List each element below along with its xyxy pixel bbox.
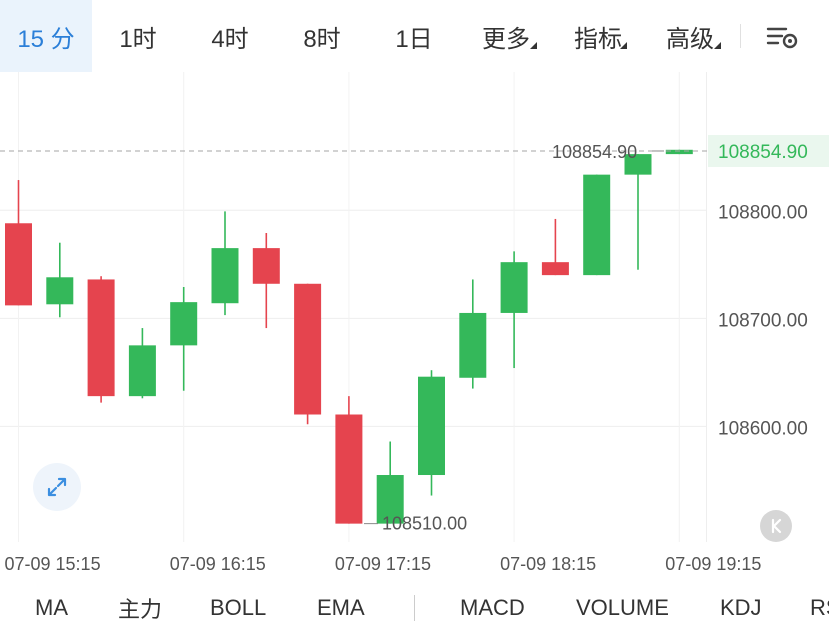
current-price-tag-bg bbox=[708, 134, 829, 167]
candle bbox=[500, 251, 528, 369]
candle bbox=[5, 180, 32, 306]
tab-15m[interactable]: 15 分 bbox=[0, 0, 92, 72]
x-tick-label: 07-09 19:15 bbox=[665, 554, 761, 574]
candle-body bbox=[459, 312, 487, 378]
indicator-main[interactable]: 主力 bbox=[118, 597, 163, 622]
candle bbox=[459, 279, 487, 389]
candle-body bbox=[376, 475, 404, 524]
candle-body bbox=[624, 154, 652, 175]
indicator-boll[interactable]: BOLL bbox=[210, 595, 267, 620]
indicator-ema[interactable]: EMA bbox=[317, 595, 365, 620]
low-price-label: 108510.00 bbox=[382, 514, 467, 534]
x-tick-label: 07-09 16:15 bbox=[170, 554, 266, 574]
tab-label: 高级 bbox=[666, 25, 714, 53]
candle-body bbox=[252, 248, 280, 284]
collapse-k-icon[interactable] bbox=[760, 510, 792, 542]
expand-arrows-icon[interactable] bbox=[33, 463, 81, 511]
candle-body bbox=[500, 262, 528, 313]
x-tick-label: 07-09 15:15 bbox=[5, 554, 101, 574]
candle bbox=[128, 328, 156, 399]
candle bbox=[418, 370, 445, 496]
candle-body bbox=[335, 414, 363, 524]
candle bbox=[211, 211, 239, 316]
tab-label: 8时 bbox=[303, 25, 341, 53]
toolbar-divider bbox=[740, 24, 741, 48]
current-price-label: 108854.90 bbox=[718, 142, 808, 163]
candle-body bbox=[418, 376, 445, 476]
indicator-ma[interactable]: MA bbox=[35, 595, 68, 620]
candle bbox=[624, 154, 652, 270]
y-tick-label: 108600.00 bbox=[718, 418, 808, 439]
high-price-label: 108854.90 bbox=[552, 142, 637, 162]
candle bbox=[87, 276, 115, 403]
tab-label: 15 分 bbox=[17, 25, 75, 53]
candle-body bbox=[128, 345, 156, 397]
tab-8h[interactable]: 8时 bbox=[276, 0, 368, 72]
tab-indicators-dropdown[interactable]: 指标 bbox=[552, 0, 644, 72]
indicator-divider bbox=[414, 595, 415, 621]
candle bbox=[46, 242, 74, 318]
candle-body bbox=[211, 248, 239, 304]
tab-label: 4时 bbox=[211, 25, 249, 53]
x-tick-label: 07-09 17:15 bbox=[335, 554, 431, 574]
indicator-bar: MA 主力 BOLL EMA MACD VOLUME KDJ RSI bbox=[0, 585, 829, 631]
indicator-rsi[interactable]: RSI bbox=[810, 595, 829, 620]
y-tick-label: 108800.00 bbox=[718, 202, 808, 223]
timeframe-toolbar: 15 分 1时 4时 8时 1日 更多 指标 高级 bbox=[0, 0, 829, 72]
indicator-kdj[interactable]: KDJ bbox=[720, 595, 762, 620]
x-axis: 07-09 15:15 07-09 16:15 07-09 17:15 07-09 1… bbox=[5, 554, 762, 574]
candle-body bbox=[294, 283, 322, 415]
candle-body bbox=[5, 223, 32, 306]
candle-body bbox=[46, 277, 74, 305]
candles bbox=[5, 149, 693, 524]
indicator-macd[interactable]: MACD bbox=[460, 595, 525, 620]
y-tick-label: 108700.00 bbox=[718, 310, 808, 331]
tab-more-dropdown[interactable]: 更多 bbox=[460, 0, 552, 72]
candle-body bbox=[665, 149, 693, 155]
candle bbox=[541, 218, 569, 276]
candle-body bbox=[170, 302, 198, 346]
candle bbox=[583, 174, 611, 276]
tab-advanced-dropdown[interactable]: 高级 bbox=[644, 0, 736, 72]
candle-body bbox=[87, 279, 115, 397]
dropdown-triangle-icon bbox=[530, 42, 537, 49]
chart-settings-icon[interactable] bbox=[760, 20, 804, 54]
candle bbox=[170, 287, 198, 391]
tab-1h[interactable]: 1时 bbox=[92, 0, 184, 72]
tab-label: 更多 bbox=[482, 25, 530, 53]
tab-4h[interactable]: 4时 bbox=[184, 0, 276, 72]
tab-1d[interactable]: 1日 bbox=[368, 0, 460, 72]
x-tick-label: 07-09 18:15 bbox=[500, 554, 596, 574]
dropdown-triangle-icon bbox=[620, 42, 627, 49]
candle bbox=[376, 441, 404, 524]
candle bbox=[294, 283, 322, 425]
candle bbox=[335, 396, 363, 524]
indicator-volume[interactable]: VOLUME bbox=[576, 595, 669, 620]
tab-label: 1日 bbox=[395, 25, 433, 53]
price-markers: 108854.90 108854.90 108510.00 bbox=[0, 134, 829, 534]
dropdown-triangle-icon bbox=[714, 42, 721, 49]
candle bbox=[252, 232, 280, 329]
tab-label: 1时 bbox=[119, 25, 157, 53]
candle bbox=[665, 149, 693, 155]
tab-label: 指标 bbox=[574, 25, 622, 53]
y-axis: 108800.00 108700.00 108600.00 bbox=[718, 202, 808, 439]
candle-body bbox=[583, 174, 611, 276]
candle-body bbox=[541, 262, 569, 276]
